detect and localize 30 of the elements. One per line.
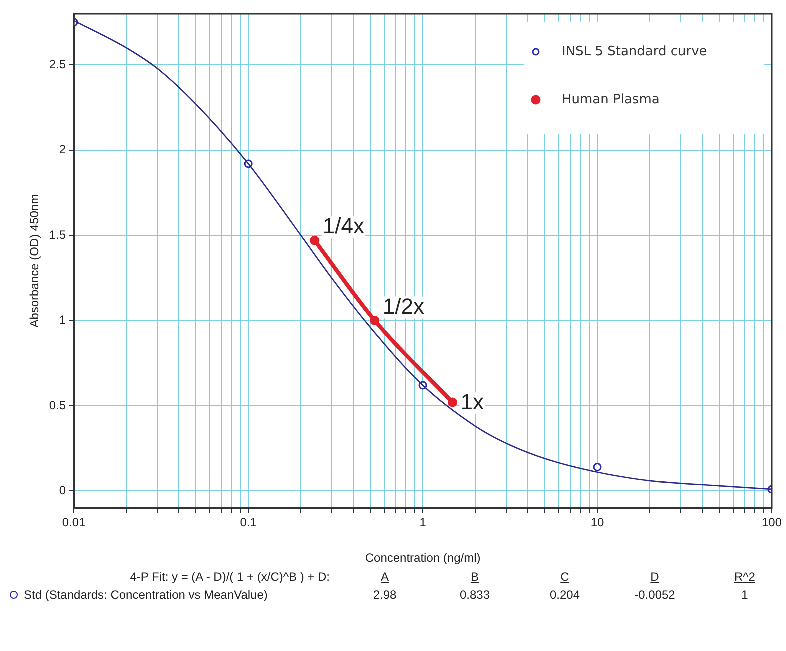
x-tick-label: 0.1 bbox=[240, 516, 258, 530]
y-tick-label: 1 bbox=[59, 313, 66, 328]
y-tick-label: 1.5 bbox=[49, 228, 66, 242]
y-tick-label: 0.5 bbox=[49, 398, 66, 412]
text: R^2 bbox=[734, 570, 756, 584]
text: D bbox=[650, 570, 660, 584]
text: C bbox=[560, 570, 570, 584]
x-axis-title: Concentration (ng/ml) bbox=[365, 551, 481, 566]
x-tick-label: 0.01 bbox=[62, 516, 86, 530]
text: 4-P Fit: y = (A - D)/( 1 + (x/C)^B ) + D: bbox=[129, 570, 331, 584]
legend-label: Human Plasma bbox=[562, 92, 660, 108]
text: -0.0052 bbox=[634, 588, 676, 602]
legend-label: INSL 5 Standard curve bbox=[562, 44, 708, 60]
text: Std (Standards: Concentration vs MeanValue) bbox=[23, 588, 269, 602]
x-tick-label: 10 bbox=[590, 516, 605, 530]
x-tick-label: 100 bbox=[762, 516, 782, 530]
data-label: 1x bbox=[460, 390, 484, 415]
text: A bbox=[380, 570, 390, 584]
y-tick-label: 2.5 bbox=[49, 57, 66, 72]
data-label: 1/2x bbox=[382, 294, 425, 319]
text: B bbox=[470, 570, 480, 584]
text: 2.98 bbox=[372, 588, 398, 602]
y-tick-label: 0 bbox=[59, 483, 66, 498]
text: 0.204 bbox=[548, 588, 582, 602]
text: 0.833 bbox=[458, 588, 492, 602]
text: 1 bbox=[740, 588, 750, 602]
x-tick-label: 1 bbox=[420, 516, 427, 530]
y-axis-title: Absorbance (OD) 450nm bbox=[28, 194, 42, 328]
y-tick-label: 2 bbox=[59, 142, 66, 157]
data-label: 1/4x bbox=[322, 214, 364, 239]
